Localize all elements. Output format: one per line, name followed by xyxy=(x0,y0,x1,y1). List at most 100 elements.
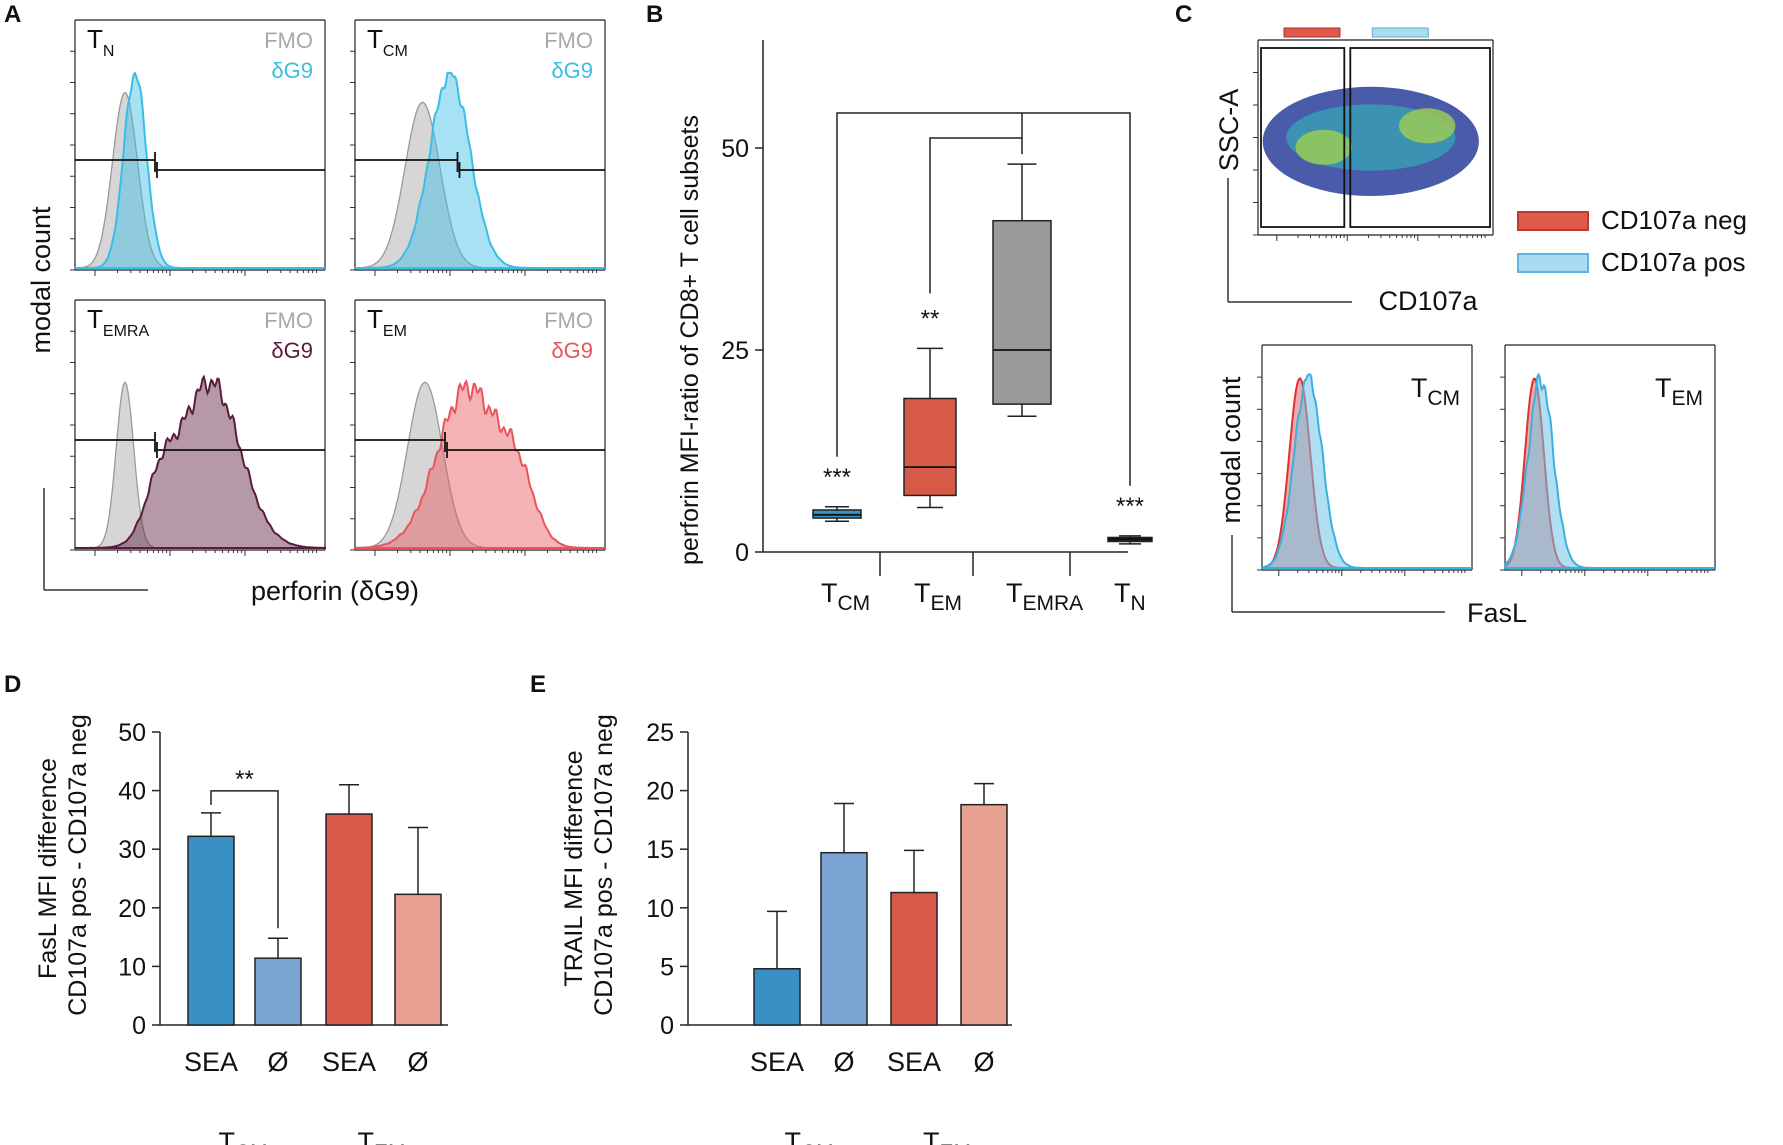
histogram-a-3: TEM FMO δG9 xyxy=(350,299,606,556)
panel-e-ytick-label-2: 10 xyxy=(646,895,674,923)
panel-b-category-label-1: TEM xyxy=(914,578,962,615)
panel-c-dot-xlabel: CD107a xyxy=(1378,286,1478,316)
panel-d-category-label-3: Ø xyxy=(407,1047,428,1077)
panel-a-ylabel: modal count xyxy=(26,206,56,354)
panel-e-bar-2 xyxy=(890,849,938,1026)
panel-d-bar-2-rect xyxy=(325,813,373,1026)
panel-d-bar-2 xyxy=(325,783,373,1026)
histogram-a-2-stain-curve xyxy=(75,374,326,549)
panel-d-ylabel-line2: CD107a pos - CD107a neg xyxy=(64,714,92,1016)
legend-swatch-0 xyxy=(1517,211,1589,231)
panel-a-xlabel: perforin (δG9) xyxy=(251,576,419,606)
panel-d-bar-0-rect xyxy=(187,835,235,1026)
panel-d-letter: D xyxy=(4,671,21,698)
dotplot-density-core-right xyxy=(1399,108,1456,144)
histogram-a-0: TN FMO δG9 xyxy=(70,19,326,276)
panel-e-group-label-0-sub: CM xyxy=(801,1141,834,1145)
histogram-a-3-stain-label: δG9 xyxy=(551,338,593,363)
panel-d-ylabel-line1: FasL MFI difference xyxy=(34,758,62,979)
histogram-a-1-title: TCM xyxy=(367,24,408,60)
histogram-c-0-title-sub: CM xyxy=(1427,387,1460,410)
panel-b-box-3: *** xyxy=(1107,493,1153,545)
histogram-a-1: TCM FMO δG9 xyxy=(350,19,606,276)
panel-b-category-label-3-sub: N xyxy=(1131,592,1146,615)
histogram-c-1-pos-curve xyxy=(1504,372,1715,569)
panel-e-bar-0-rect xyxy=(753,967,801,1026)
histogram-a-1-title-main: T xyxy=(367,24,383,54)
histogram-c-1: TEM xyxy=(1500,344,1716,576)
dotplot-gate-pos xyxy=(1349,47,1491,228)
panel-e-ytick-label-3: 15 xyxy=(646,836,674,864)
panel-d-barchart: 01020304050SEAØSEAØTCMTEM** xyxy=(118,719,448,1145)
histogram-a-0-title: TN xyxy=(87,24,114,60)
histogram-a-3-title: TEM xyxy=(367,304,407,340)
panel-d-significance-label: ** xyxy=(235,766,254,793)
panel-d-ytick-label-5: 50 xyxy=(118,719,146,747)
histogram-a-2-title-sub: EMRA xyxy=(103,323,150,340)
histogram-a-3-stain-curve xyxy=(354,379,605,549)
panel-b-ytick-label-0: 0 xyxy=(735,539,749,567)
panel-d-bar-0 xyxy=(187,812,235,1026)
dotplot-gate-neg xyxy=(1260,47,1346,228)
panel-b-letter: B xyxy=(646,1,663,28)
panel-e-ytick-label-0: 0 xyxy=(660,1012,674,1040)
panel-b-box-0-significance: *** xyxy=(823,464,851,491)
panel-b-category-label-3-main: T xyxy=(1114,578,1131,608)
histogram-c-1-title: TEM xyxy=(1655,373,1703,410)
panel-b-box-0: *** xyxy=(812,464,862,523)
panel-d-group-label-0-sub: CM xyxy=(235,1141,268,1145)
histogram-c-0-pos-curve xyxy=(1261,373,1472,569)
panel-b-ytick-label-2: 50 xyxy=(721,135,749,163)
legend-label-1: CD107a pos xyxy=(1601,247,1746,277)
panel-e-ylabel: TRAIL MFI difference CD107a pos - CD107a… xyxy=(560,714,618,1016)
histogram-c-0-title: TCM xyxy=(1411,373,1460,410)
panel-d-group-label-1-main: T xyxy=(358,1127,375,1145)
panel-d-group-label-1: TEM xyxy=(358,1127,406,1145)
panel-d-ytick-label-4: 40 xyxy=(118,778,146,806)
panel-e: E TRAIL MFI difference CD107a pos - CD10… xyxy=(530,671,1012,1145)
panel-b-category-label-2-sub: EMRA xyxy=(1023,592,1084,615)
panel-e-bar-1-rect xyxy=(820,851,868,1026)
panel-d-group-label-1-sub: EM xyxy=(374,1141,406,1145)
histogram-a-0-title-main: T xyxy=(87,24,103,54)
panel-a: A modal count perforin (δG9) TN FMOδG9TCM… xyxy=(4,1,606,606)
panel-e-group-label-1-sub: EM xyxy=(940,1141,972,1145)
panel-a-letter: A xyxy=(4,1,21,28)
panel-e-bar-0 xyxy=(753,910,801,1026)
panel-b-category-label-0: TCM xyxy=(821,578,870,615)
panel-e-bar-2-rect xyxy=(890,891,938,1026)
panel-e-ytick-label-4: 20 xyxy=(646,778,674,806)
panel-c-dot-ylabel: SSC-A xyxy=(1214,89,1244,172)
panel-b-category-label-3: TN xyxy=(1114,578,1146,615)
panel-b-box-3-significance: *** xyxy=(1116,493,1144,520)
panel-b-category-label-1-main: T xyxy=(914,578,931,608)
panel-d-group-label-0-main: T xyxy=(219,1127,236,1145)
panel-e-ylabel-line2: CD107a pos - CD107a neg xyxy=(590,714,618,1016)
histogram-a-2-fmo-label: FMO xyxy=(264,308,313,333)
panel-b-box-2-iqr xyxy=(992,219,1052,405)
panel-b-box-1-iqr xyxy=(903,397,957,497)
panel-d-ytick-label-0: 0 xyxy=(132,1012,146,1040)
histogram-a-2-title: TEMRA xyxy=(87,304,149,340)
panel-d-bar-3-rect xyxy=(394,893,442,1026)
panel-b-bracket-outer xyxy=(836,112,1131,486)
panel-d-category-label-0: SEA xyxy=(184,1047,238,1077)
panel-c-hist-ylabel: modal count xyxy=(1216,376,1246,524)
panel-e-ylabel-line1: TRAIL MFI difference xyxy=(560,750,588,986)
panel-b-category-label-2-main: T xyxy=(1006,578,1023,608)
histogram-a-3-title-main: T xyxy=(367,304,383,334)
dotplot-gate-pos-marker xyxy=(1371,27,1429,38)
panel-d-category-label-2: SEA xyxy=(322,1047,376,1077)
panel-e-group-label-0: TCM xyxy=(785,1127,834,1145)
panel-d-bar-1-rect xyxy=(254,957,302,1026)
panel-b-ytick-label-1: 25 xyxy=(721,337,749,365)
dotplot-density-core-left xyxy=(1295,129,1353,165)
panel-b-bracket-inner xyxy=(929,137,1023,294)
histogram-c-1-title-main: T xyxy=(1655,373,1672,403)
histogram-a-2-title-main: T xyxy=(87,304,103,334)
dotplot-frame xyxy=(1253,27,1494,241)
panel-e-group-label-0-main: T xyxy=(785,1127,802,1145)
panel-e-bar-3-rect xyxy=(960,803,1008,1026)
